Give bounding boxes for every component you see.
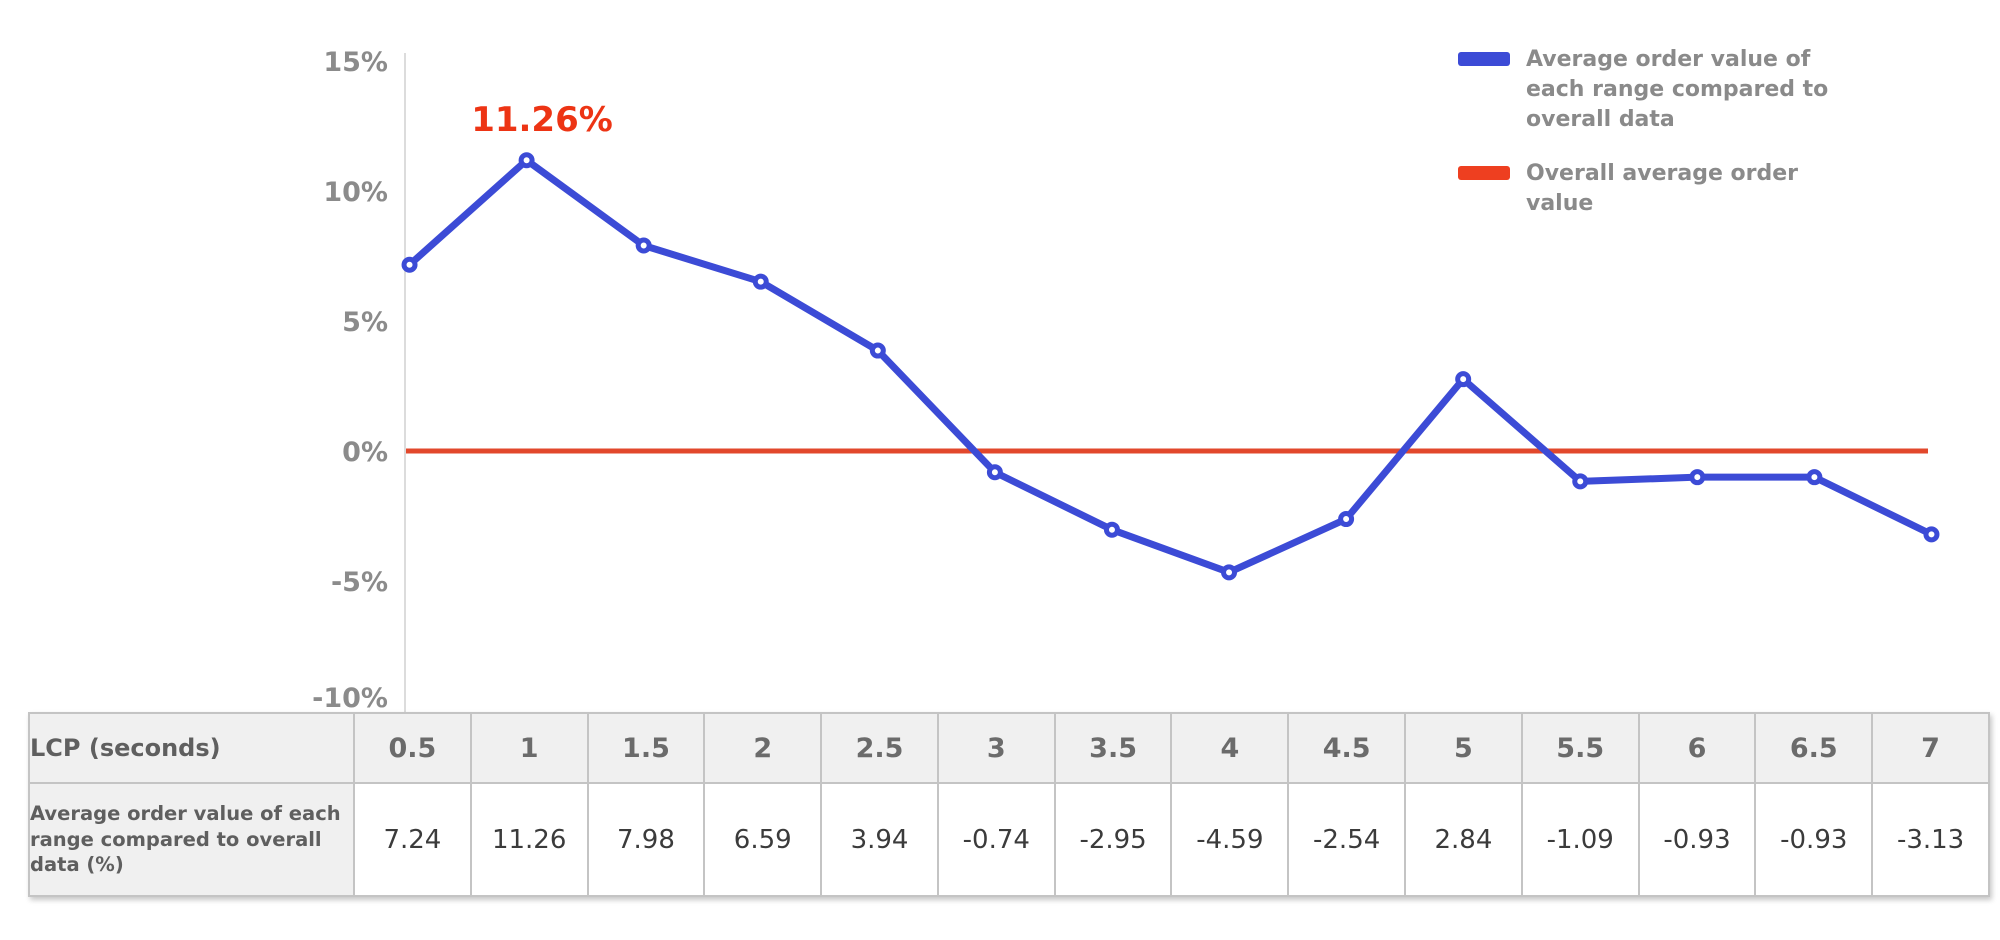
legend-swatch-red-icon [1458, 166, 1510, 180]
table-header-cell: 3 [936, 712, 1056, 784]
table-value-cell: -0.93 [1637, 782, 1757, 897]
table-value-cell: -2.95 [1053, 782, 1173, 897]
table-value-cell: 7.98 [586, 782, 706, 897]
y-tick-label: 15% [323, 47, 388, 78]
data-point-marker [1689, 469, 1706, 486]
data-point-marker [1923, 526, 1940, 543]
table-header-row: LCP (seconds) 0.5 1 1.5 2 2.5 3 3.5 4 4.5 5 5.5 6 6.… [28, 712, 1990, 784]
table-header-cell: 2 [703, 712, 823, 784]
data-point-marker [869, 342, 886, 359]
table-header-cell: 6 [1637, 712, 1757, 784]
table-value-cell: -0.74 [936, 782, 1056, 897]
legend-label: Average order value of each range compar… [1526, 47, 1829, 132]
data-point-marker [635, 237, 652, 254]
peak-annotation: 11.26% [471, 100, 613, 140]
table-value-cell: -3.13 [1871, 782, 1990, 897]
data-point-marker [1572, 473, 1589, 490]
legend-item-reference: Overall average order value [1458, 159, 1871, 219]
table-value-cell: 6.59 [703, 782, 823, 897]
table-value-cell: 7.24 [353, 782, 472, 897]
data-point-marker [1221, 564, 1238, 581]
table-header-cell: 1.5 [586, 712, 706, 784]
table-header-cell: 3.5 [1053, 712, 1173, 784]
data-point-marker [1806, 469, 1823, 486]
table-header-cell: 2.5 [820, 712, 939, 784]
table-header-cell: 5.5 [1520, 712, 1640, 784]
data-table: LCP (seconds) 0.5 1 1.5 2 2.5 3 3.5 4 4.5 5 5.5 6 6.… [28, 712, 1990, 897]
table-value-cell: -0.93 [1754, 782, 1874, 897]
table-header-cell: 0.5 [353, 712, 472, 784]
data-point-marker [986, 464, 1003, 481]
data-point-marker [1338, 511, 1355, 528]
table-value-cell: 3.94 [820, 782, 939, 897]
line-chart [401, 53, 1940, 712]
table-header-cell: 6.5 [1754, 712, 1874, 784]
legend-label: Overall average order value [1526, 161, 1799, 216]
legend-swatch-blue-icon [1458, 52, 1510, 66]
table-header-cell: 5 [1404, 712, 1523, 784]
table-value-cell: 11.26 [469, 782, 589, 897]
table-value-row: Average order value of each range compar… [28, 782, 1990, 897]
y-tick-label: -5% [330, 567, 388, 598]
table-value-cell: -2.54 [1287, 782, 1407, 897]
table-row-label: Average order value of each range compar… [28, 782, 355, 897]
y-tick-label: 0% [342, 437, 388, 468]
table-header-label: LCP (seconds) [28, 712, 355, 784]
y-tick-label: 10% [323, 177, 388, 208]
chart-area: 15% 10% 5% 0% -5% -10% 11.26% Average order v… [312, 45, 1940, 714]
legend: Average order value of each range compar… [1458, 45, 1871, 243]
table-header-cell: 4.5 [1287, 712, 1407, 784]
table-value-cell: 2.84 [1404, 782, 1523, 897]
data-point-marker [1455, 371, 1472, 388]
table-header-cell: 1 [469, 712, 589, 784]
table-value-cell: -1.09 [1520, 782, 1640, 897]
legend-item-series: Average order value of each range compar… [1458, 45, 1871, 135]
series-line [406, 156, 1935, 576]
y-tick-label: 5% [342, 307, 388, 338]
data-point-marker [752, 273, 769, 290]
table-header-cell: 7 [1871, 712, 1990, 784]
data-point-marker [518, 152, 535, 169]
data-point-marker [1103, 521, 1120, 538]
table-value-cell: -4.59 [1170, 782, 1290, 897]
y-tick-label: -10% [312, 683, 388, 714]
table-header-cell: 4 [1170, 712, 1290, 784]
data-point-marker [401, 256, 418, 273]
